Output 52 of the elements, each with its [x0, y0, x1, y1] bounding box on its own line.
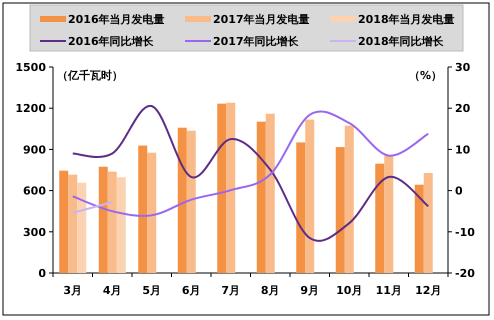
y2-tick-label: 10 [455, 143, 471, 156]
bar [186, 130, 196, 273]
x-tick-label: 7月 [221, 284, 240, 297]
x-tick-label: 11月 [376, 284, 402, 297]
bar [116, 177, 126, 273]
y-tick-label: 1500 [15, 61, 46, 74]
x-tick-label: 4月 [102, 284, 122, 297]
bar [256, 122, 266, 273]
bar [98, 166, 108, 273]
y2-tick-label: 0 [455, 184, 463, 198]
bar [178, 128, 187, 273]
y-tick-label: 0 [38, 267, 46, 280]
x-tick-label: 8月 [260, 284, 280, 297]
y2-tick-label: -10 [455, 226, 476, 239]
y2-tick-label: 30 [455, 61, 471, 74]
y-tick-label: 600 [23, 184, 46, 198]
bar [305, 120, 314, 273]
bar [344, 126, 354, 273]
x-tick-label: 6月 [182, 284, 201, 297]
x-tick-label: 5月 [142, 284, 162, 297]
bar [336, 147, 345, 273]
bar [108, 172, 117, 273]
bar [147, 152, 156, 273]
x-tick-label: 12月 [415, 284, 442, 297]
bar [77, 182, 86, 273]
legend-label: 2018年当月发电量 [358, 13, 455, 26]
legend-label: 2016年同比增长 [68, 35, 155, 48]
bar [296, 142, 306, 273]
bar [414, 184, 424, 273]
bar [375, 164, 384, 273]
x-tick-label: 3月 [63, 284, 82, 297]
x-tick-label: 9月 [300, 284, 320, 297]
y-tick-label: 900 [23, 143, 46, 156]
y2-axis-title: （%） [408, 69, 442, 82]
y2-tick-label: 20 [455, 102, 471, 116]
bar [384, 156, 394, 273]
legend-label: 2017年同比增长 [213, 35, 300, 48]
legend-label: 2016年当月发电量 [68, 13, 165, 26]
bar [138, 146, 148, 273]
bar [424, 173, 433, 273]
legend-label: 2018年同比增长 [358, 35, 445, 48]
legend-label: 2017年当月发电量 [213, 13, 310, 26]
y-tick-label: 1200 [15, 102, 46, 116]
bar [226, 102, 236, 273]
x-tick-label: 10月 [336, 284, 362, 297]
bar [59, 170, 68, 273]
y-axis-title: （亿千瓦时） [57, 69, 123, 82]
bar [217, 104, 226, 273]
bar [266, 114, 275, 273]
y-tick-label: 300 [23, 226, 46, 239]
bar [68, 174, 78, 273]
y2-tick-label: -20 [455, 267, 476, 280]
